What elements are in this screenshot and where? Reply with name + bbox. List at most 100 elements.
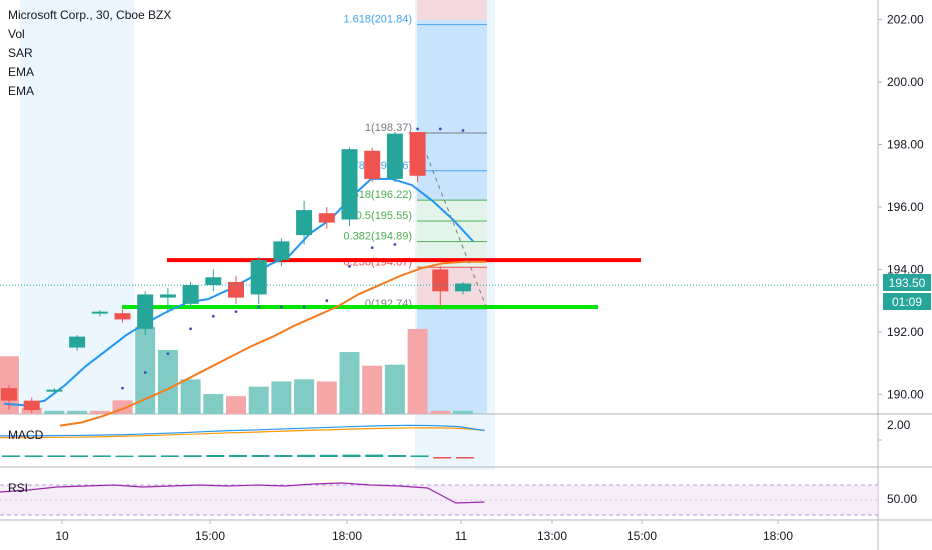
macd-histogram-bar [342, 454, 361, 457]
macd-histogram-bar [183, 455, 202, 457]
volume-bar [157, 349, 178, 414]
sar-dot [189, 327, 193, 331]
countdown-badge: 01:09 [883, 293, 931, 310]
candle-body [46, 389, 63, 392]
rsi-tick-label: 50.00 [887, 492, 917, 506]
last-price-badge: 193.50 [883, 274, 931, 291]
y-tick-label: 202.00 [887, 13, 924, 27]
volume-bar [67, 410, 88, 414]
volume-bar [226, 396, 246, 414]
sar-dot [166, 352, 170, 356]
volume-bar [362, 365, 383, 414]
candle-body [318, 213, 335, 223]
volume-bar [407, 328, 428, 414]
sar-dot [416, 127, 419, 131]
candle-body [23, 400, 40, 410]
macd-histogram-bar [24, 455, 43, 457]
legend-vol: Vol [8, 27, 25, 41]
macd-histogram-bar [115, 455, 134, 458]
macd-histogram-bar [319, 454, 338, 457]
ema-slow-line [59, 260, 486, 427]
sar-dot [348, 264, 351, 268]
sar-dot [280, 305, 283, 309]
fib-level-label: 0.382(194.89) [344, 231, 413, 243]
fib-level-label: 0.618(196.22) [344, 189, 413, 201]
x-tick-label: 15:00 [627, 529, 657, 543]
candle-body [182, 285, 199, 304]
macd-histogram-bar [274, 455, 293, 457]
x-tick-label: 10 [55, 529, 69, 543]
sar-dot [370, 246, 374, 250]
y-tick-label: 196.00 [887, 200, 924, 214]
macd-histogram-bar [138, 455, 157, 457]
macd-tick-label: 2.00 [887, 418, 911, 432]
candle-body [386, 133, 403, 179]
sar-dot [257, 305, 261, 309]
chart-legend: Microsoft Corp., 30, Cboe BZX Vol SAR EM… [8, 6, 171, 101]
sar-dot [143, 371, 147, 374]
candle-body [341, 149, 358, 220]
fib-bottom-zone [417, 267, 487, 309]
macd-histogram-bar [160, 455, 179, 457]
x-tick-label: 13:00 [537, 529, 567, 543]
x-tick-label: 15:00 [195, 529, 225, 543]
macd-signal-line [0, 427, 485, 439]
candle-body [364, 150, 381, 179]
volume-bar [453, 410, 473, 414]
macd-histogram-bar [251, 455, 270, 457]
candle-body [159, 294, 176, 298]
candle-body [296, 210, 313, 236]
symbol-title: Microsoft Corp., 30, Cboe BZX [8, 8, 172, 22]
macd-label: MACD [8, 428, 44, 442]
candle-body [114, 313, 131, 320]
volume-bar [430, 410, 451, 414]
volume-bar [271, 381, 292, 414]
sar-dot [234, 310, 238, 314]
macd-histogram-bar [92, 455, 111, 457]
legend-sar: SAR [8, 46, 33, 60]
macd-line [0, 424, 485, 437]
macd-histogram-bar [365, 454, 384, 457]
sar-dot [325, 299, 329, 303]
candle-body [1, 388, 17, 401]
rsi-label: RSI [8, 481, 29, 495]
volume-bar [44, 410, 65, 414]
macd-histogram-bar [297, 454, 316, 457]
x-tick-label: 11 [455, 529, 468, 543]
sar-dot [438, 127, 442, 131]
candle-body [69, 336, 86, 348]
macd-histogram-bar [229, 455, 247, 457]
sar-dot [393, 243, 397, 246]
volume-bar [294, 379, 315, 414]
fib-level-label: 0.5(195.55) [356, 210, 412, 222]
x-tick-label: 18:00 [332, 529, 362, 543]
fib-level-label: 1(198.37) [365, 122, 412, 134]
volume-bar [180, 379, 201, 414]
candle-body [137, 294, 154, 329]
volume-bar [89, 410, 110, 414]
macd-histogram-bar [47, 455, 66, 457]
candle-body [228, 281, 244, 298]
y-tick-label: 198.00 [887, 138, 924, 152]
sar-dot [302, 305, 306, 309]
macd-histogram-bar [410, 455, 429, 457]
sar-dot [461, 129, 465, 132]
y-tick-label: 194.00 [887, 262, 924, 276]
volume-bar [384, 364, 405, 414]
macd-histogram-bar [456, 457, 474, 459]
candle-body [91, 311, 108, 314]
volume-bar [316, 381, 337, 414]
fib-level-label: 1.618(201.84) [344, 14, 413, 26]
y-tick-label: 190.00 [887, 387, 924, 401]
candle-body [432, 269, 449, 292]
x-tick-label: 18:00 [763, 529, 793, 543]
y-tick-label: 192.00 [887, 325, 924, 339]
volume-bar [135, 326, 156, 414]
volume-bar [339, 352, 360, 414]
fib-level-label: 0.236(194.07) [344, 256, 413, 268]
legend-ema-slow: EMA [8, 84, 35, 98]
macd-histogram-bar [206, 455, 225, 457]
macd-histogram-bar [433, 457, 452, 459]
macd-histogram-bar [2, 455, 20, 457]
